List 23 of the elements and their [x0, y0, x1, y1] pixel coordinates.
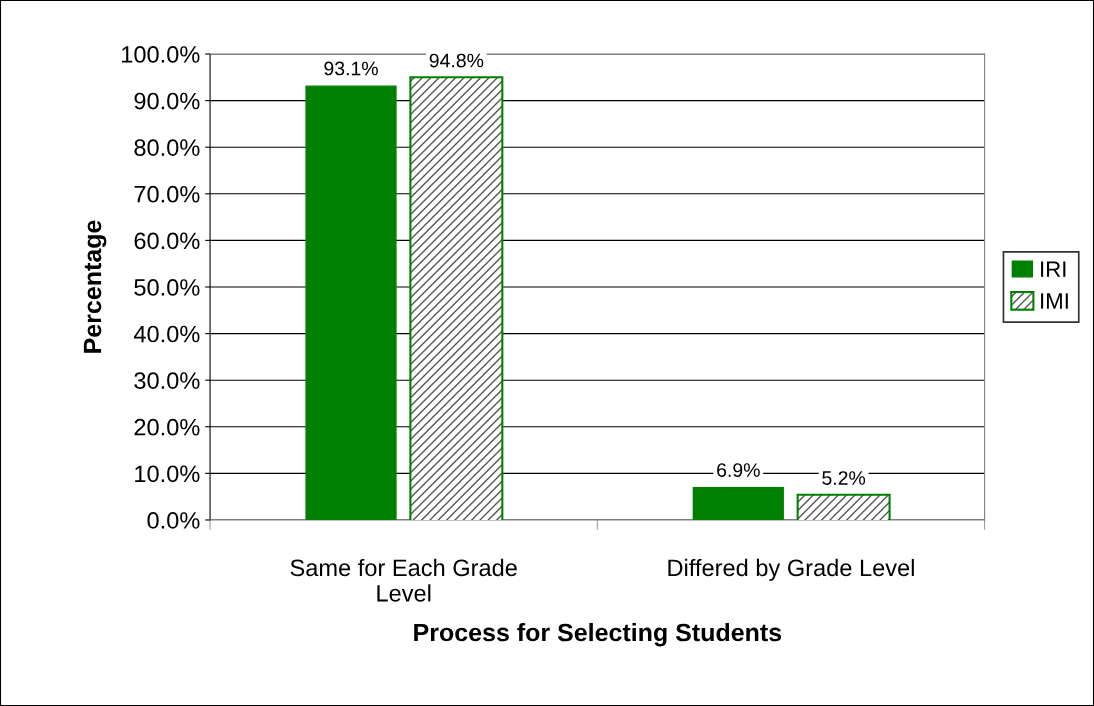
legend-label: IRI — [1041, 261, 1066, 277]
x-axis-title: Process for Selecting Students — [414, 622, 782, 647]
y-tick-label: 40.0% — [133, 325, 200, 343]
y-tick-label: 100.0% — [122, 46, 200, 63]
x-tick-label: Same for Each Grade Level — [290, 558, 517, 602]
y-tick-label: 90.0% — [134, 92, 200, 110]
y-tick-label: 80.0% — [134, 139, 200, 156]
data-label: 93.1% — [324, 61, 378, 76]
bar — [305, 85, 397, 520]
y-tick-label: 60.0% — [134, 232, 200, 250]
data-label: 94.8% — [429, 53, 484, 68]
y-tick-label: 10.0% — [135, 465, 200, 483]
y-tick-label: 50.0% — [134, 279, 200, 296]
bar — [692, 487, 784, 520]
y-tick-label: 0.0% — [147, 512, 200, 529]
data-label: 5.2% — [822, 471, 866, 485]
data-label: 6.9% — [717, 463, 760, 477]
x-tick-label: Differed by Grade Level — [668, 558, 914, 581]
legend-label: IMI — [1041, 293, 1068, 309]
y-tick-label: 30.0% — [134, 372, 200, 389]
y-axis-title: Percentage — [83, 220, 107, 353]
y-tick-label: 20.0% — [134, 418, 200, 436]
y-tick-label: 70.0% — [134, 185, 200, 203]
